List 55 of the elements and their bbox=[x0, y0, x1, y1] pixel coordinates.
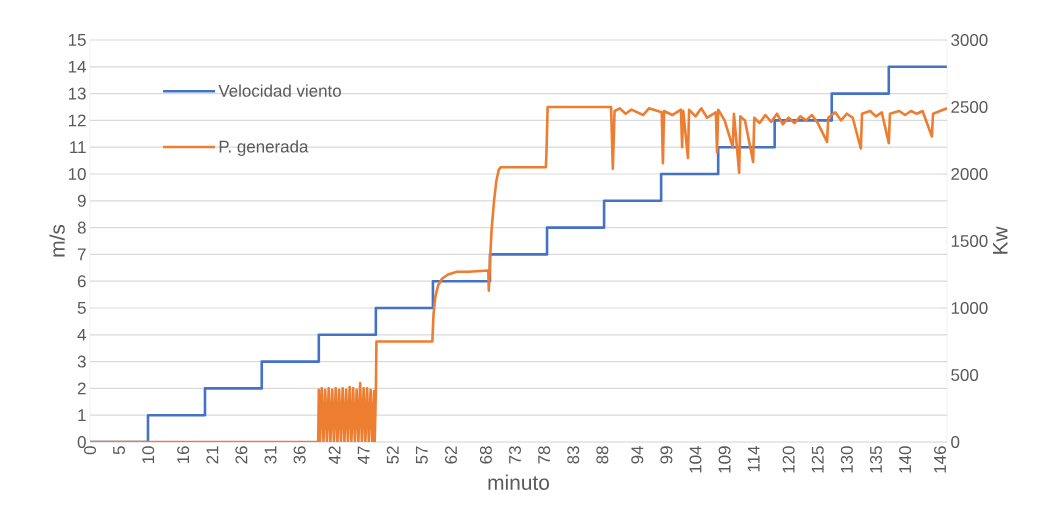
x-tick-label: 88 bbox=[596, 446, 609, 464]
y2-tick-label: 2000 bbox=[951, 168, 988, 180]
x-tick-label: 31 bbox=[264, 446, 277, 464]
x-tick-label: 0 bbox=[84, 446, 96, 455]
y-axis-title: m/s bbox=[49, 224, 65, 257]
y-tick-label: 5 bbox=[77, 302, 86, 314]
x-tick-label: 114 bbox=[747, 446, 760, 472]
x-tick-label: 140 bbox=[899, 446, 912, 473]
y-tick-label: 6 bbox=[77, 275, 86, 288]
x-tick-label: 21 bbox=[206, 446, 219, 464]
x-tick-label: 62 bbox=[444, 446, 457, 464]
y-tick-label: 14 bbox=[68, 60, 86, 73]
x-tick-label: 10 bbox=[142, 446, 155, 464]
y-tick-label: 9 bbox=[77, 194, 86, 207]
legend-label: P. generada bbox=[219, 140, 309, 156]
y-tick-label: 15 bbox=[68, 34, 86, 46]
y2-tick-label: 2500 bbox=[951, 101, 988, 113]
x-tick-label: 57 bbox=[415, 446, 428, 464]
x-tick-label: 26 bbox=[235, 446, 248, 464]
y-tick-label: 3 bbox=[77, 355, 86, 368]
x-tick-label: 99 bbox=[660, 446, 673, 464]
legend-label: Velocidad viento bbox=[218, 84, 341, 97]
x-tick-label: 42 bbox=[328, 446, 341, 464]
y-tick-label: 7 bbox=[77, 248, 86, 261]
x-tick-label: 73 bbox=[509, 446, 522, 464]
y2-tick-label: 1000 bbox=[951, 302, 988, 314]
y-tick-label: 1 bbox=[78, 409, 86, 422]
y-tick-label: 13 bbox=[68, 87, 86, 100]
x-tick-label: 120 bbox=[782, 446, 795, 473]
y2-axis-title: Kw bbox=[993, 226, 1008, 254]
y-tick-label: 11 bbox=[70, 141, 86, 154]
y-tick-label: 12 bbox=[68, 114, 86, 127]
y-tick-label: 8 bbox=[77, 221, 86, 234]
x-axis-title: minuto bbox=[488, 474, 550, 490]
y-tick-label: 10 bbox=[68, 168, 86, 180]
x-tick-label: 5 bbox=[113, 446, 126, 455]
x-tick-label: 130 bbox=[840, 446, 853, 473]
y2-tick-label: 1500 bbox=[951, 235, 988, 247]
x-tick-label: 36 bbox=[293, 446, 306, 464]
x-tick-label: 78 bbox=[538, 446, 551, 464]
x-tick-label: 68 bbox=[479, 446, 492, 464]
x-tick-label: 52 bbox=[386, 446, 399, 464]
y2-tick-label: 3000 bbox=[951, 34, 988, 46]
x-tick-label: 94 bbox=[631, 446, 644, 464]
y-tick-label: 4 bbox=[77, 328, 86, 341]
y2-tick-label: 500 bbox=[951, 369, 979, 381]
x-tick-label: 104 bbox=[689, 446, 702, 473]
x-tick-label: 16 bbox=[177, 446, 190, 464]
x-tick-label: 135 bbox=[869, 446, 882, 473]
x-tick-label: 109 bbox=[718, 446, 731, 473]
x-tick-label: 47 bbox=[357, 446, 370, 464]
y-tick-label: 2 bbox=[77, 382, 86, 395]
x-tick-label: 83 bbox=[567, 446, 580, 464]
x-tick-label: 146 bbox=[934, 446, 947, 473]
x-tick-label: 125 bbox=[811, 446, 824, 473]
